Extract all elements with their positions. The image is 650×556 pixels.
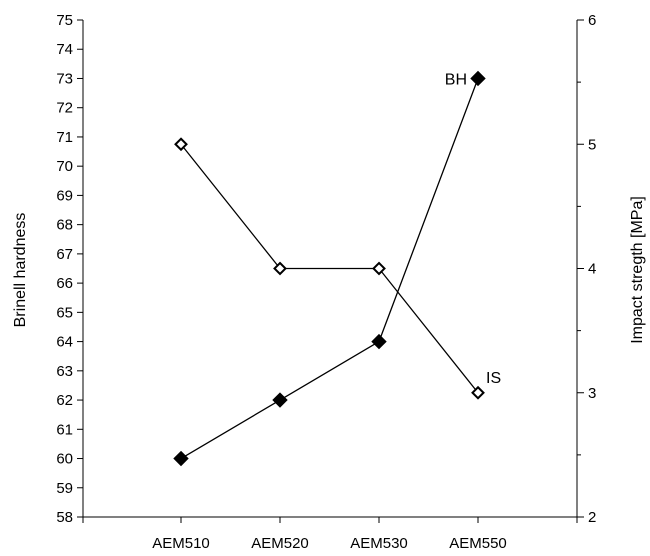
x-tick-label-AEM510: AEM510 — [152, 535, 210, 552]
left-tick-label-64: 64 — [56, 334, 73, 351]
left-tick-label-73: 73 — [56, 70, 73, 87]
left-tick-label-66: 66 — [56, 275, 73, 292]
left-tick-label-67: 67 — [56, 246, 73, 263]
series-label-IS: IS — [486, 370, 501, 387]
x-tick-label-AEM550: AEM550 — [449, 535, 507, 552]
left-tick-label-58: 58 — [56, 509, 73, 526]
right-tick-label-5: 5 — [588, 136, 596, 153]
left-tick-label-70: 70 — [56, 158, 73, 175]
left-tick-label-63: 63 — [56, 363, 73, 380]
x-tick-label-AEM520: AEM520 — [251, 535, 309, 552]
right-tick-label-6: 6 — [588, 12, 596, 29]
x-axis: AEM510 AEM520 AEM530 AEM550 — [82, 516, 578, 552]
series-line-IS — [180, 143, 479, 394]
series-line-BH — [180, 78, 479, 460]
left-tick-label-74: 74 — [56, 41, 73, 58]
left-tick-label-61: 61 — [56, 421, 73, 438]
left-tick-label-68: 68 — [56, 217, 73, 234]
point-IS-AEM520 — [273, 261, 287, 276]
series-label-BH: BH — [445, 71, 467, 88]
y-axis-label-left: Brinell hardness — [12, 213, 29, 328]
y-axis-label-right: Impact stregth [MPa] — [629, 196, 646, 344]
point-BH-AEM520 — [272, 392, 288, 408]
right-y-axis: 2 3 4 5 6 — [576, 12, 596, 526]
point-BH-AEM510 — [173, 450, 189, 467]
plot-area: BH IS — [173, 70, 501, 467]
point-IS-AEM510 — [174, 137, 188, 152]
left-y-axis: 58 59 60 61 62 63 64 65 66 67 68 69 70 71 72 73 74 75 — [56, 12, 84, 526]
left-tick-label-75: 75 — [56, 12, 73, 29]
left-tick-label-69: 69 — [56, 187, 73, 204]
left-tick-label-62: 62 — [56, 392, 73, 409]
left-tick-label-59: 59 — [56, 480, 73, 497]
right-tick-label-3: 3 — [588, 385, 596, 402]
right-tick-label-2: 2 — [588, 509, 596, 526]
left-tick-label-65: 65 — [56, 304, 73, 321]
left-tick-label-60: 60 — [56, 451, 73, 468]
point-IS-AEM550 — [471, 385, 485, 400]
x-tick-label-AEM530: AEM530 — [350, 535, 408, 552]
point-BH-AEM530 — [371, 333, 387, 350]
left-tick-label-72: 72 — [56, 100, 73, 117]
point-IS-AEM530 — [372, 261, 386, 276]
point-BH-AEM550 — [470, 70, 486, 87]
right-tick-label-4: 4 — [588, 261, 596, 278]
left-tick-label-71: 71 — [56, 129, 73, 146]
